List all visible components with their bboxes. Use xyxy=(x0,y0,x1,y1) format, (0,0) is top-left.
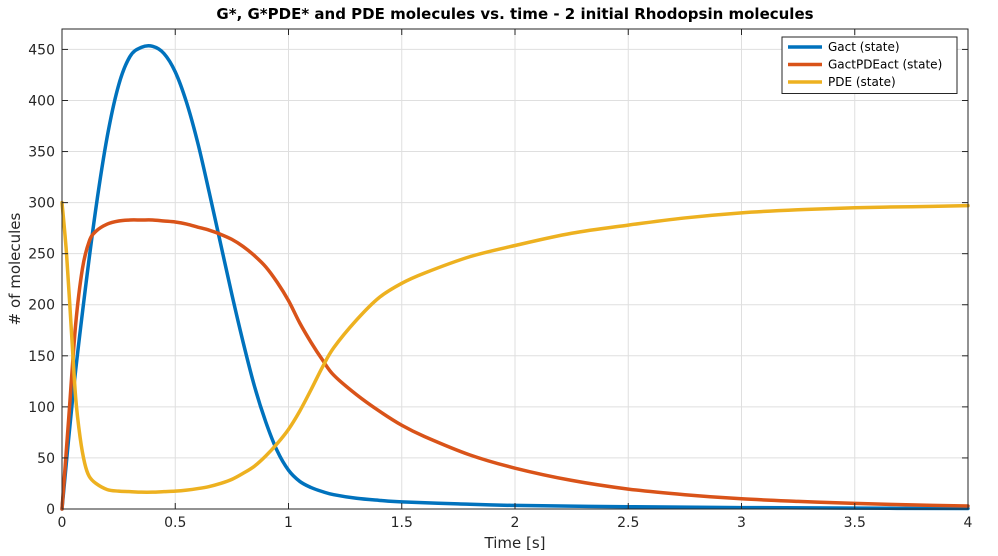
y-tick-label: 200 xyxy=(28,298,55,314)
legend-label-3: PDE (state) xyxy=(828,75,896,89)
x-tick-label: 3.5 xyxy=(844,515,866,531)
y-tick-label: 450 xyxy=(28,42,55,58)
y-tick-label: 400 xyxy=(28,93,55,109)
y-tick-label: 250 xyxy=(28,247,55,263)
x-tick-label: 3 xyxy=(737,515,746,531)
x-tick-label: 4 xyxy=(964,515,973,531)
series-group xyxy=(60,44,970,511)
x-tick-label: 2.5 xyxy=(617,515,639,531)
x-tick-labels: 0 0.5 1 1.5 2 2.5 3 3.5 4 xyxy=(58,515,973,531)
x-tick-label: 1.5 xyxy=(391,515,413,531)
y-tick-label: 0 xyxy=(46,502,55,518)
legend: Gact (state) GactPDEact (state) PDE (state… xyxy=(781,36,958,94)
x-tick-label: 2 xyxy=(511,515,520,531)
series-line-2 xyxy=(60,218,970,511)
series-line-1 xyxy=(60,44,970,511)
y-tick-label: 150 xyxy=(28,349,55,365)
x-tick-label: 0.5 xyxy=(164,515,186,531)
y-tick-label: 300 xyxy=(28,196,55,212)
legend-label-2: GactPDEact (state) xyxy=(828,58,942,72)
legend-label-1: Gact (state) xyxy=(828,40,900,54)
y-tick-label: 100 xyxy=(28,400,55,416)
y-tick-labels: 0 50 100 150 200 250 300 350 400 450 xyxy=(28,42,55,518)
x-tick-label: 1 xyxy=(284,515,293,531)
y-tick-label: 350 xyxy=(28,145,55,161)
x-axis-label: Time [s] xyxy=(484,534,546,552)
y-axis-label: # of molecules xyxy=(6,212,24,325)
chart-title: G*, G*PDE* and PDE molecules vs. time - … xyxy=(216,5,813,23)
ticks xyxy=(61,29,969,510)
y-tick-label: 50 xyxy=(37,451,55,467)
series-line-3 xyxy=(60,200,970,494)
x-tick-label: 0 xyxy=(58,515,67,531)
grid xyxy=(61,29,969,510)
